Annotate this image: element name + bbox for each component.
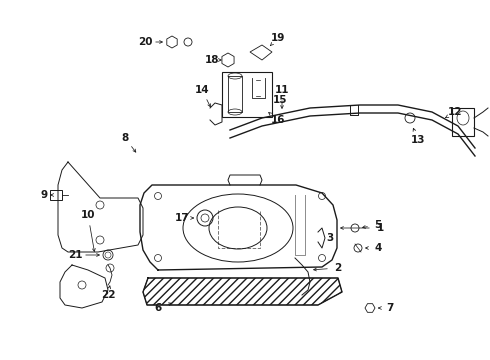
Text: 22: 22 — [101, 290, 115, 300]
Bar — [50, 190, 62, 200]
Text: 3: 3 — [326, 233, 334, 243]
Text: 12: 12 — [448, 107, 462, 117]
Text: 15: 15 — [273, 95, 287, 105]
Text: 20: 20 — [138, 37, 152, 47]
Text: 5: 5 — [374, 220, 382, 230]
Text: 2: 2 — [334, 263, 342, 273]
Text: 4: 4 — [374, 243, 382, 253]
Text: 9: 9 — [41, 190, 48, 200]
Text: 18: 18 — [205, 55, 219, 65]
Bar — [222, 72, 272, 117]
Text: 10: 10 — [81, 210, 95, 220]
Text: 17: 17 — [175, 213, 189, 223]
Text: 13: 13 — [411, 135, 425, 145]
Text: 8: 8 — [122, 133, 129, 143]
Text: 7: 7 — [386, 303, 393, 313]
Text: 21: 21 — [68, 250, 82, 260]
Text: 6: 6 — [154, 303, 162, 313]
Text: 11: 11 — [275, 85, 289, 95]
Text: 16: 16 — [271, 115, 285, 125]
Text: 14: 14 — [195, 85, 209, 95]
Bar — [452, 108, 474, 136]
Text: 19: 19 — [271, 33, 285, 43]
Text: 1: 1 — [376, 223, 384, 233]
